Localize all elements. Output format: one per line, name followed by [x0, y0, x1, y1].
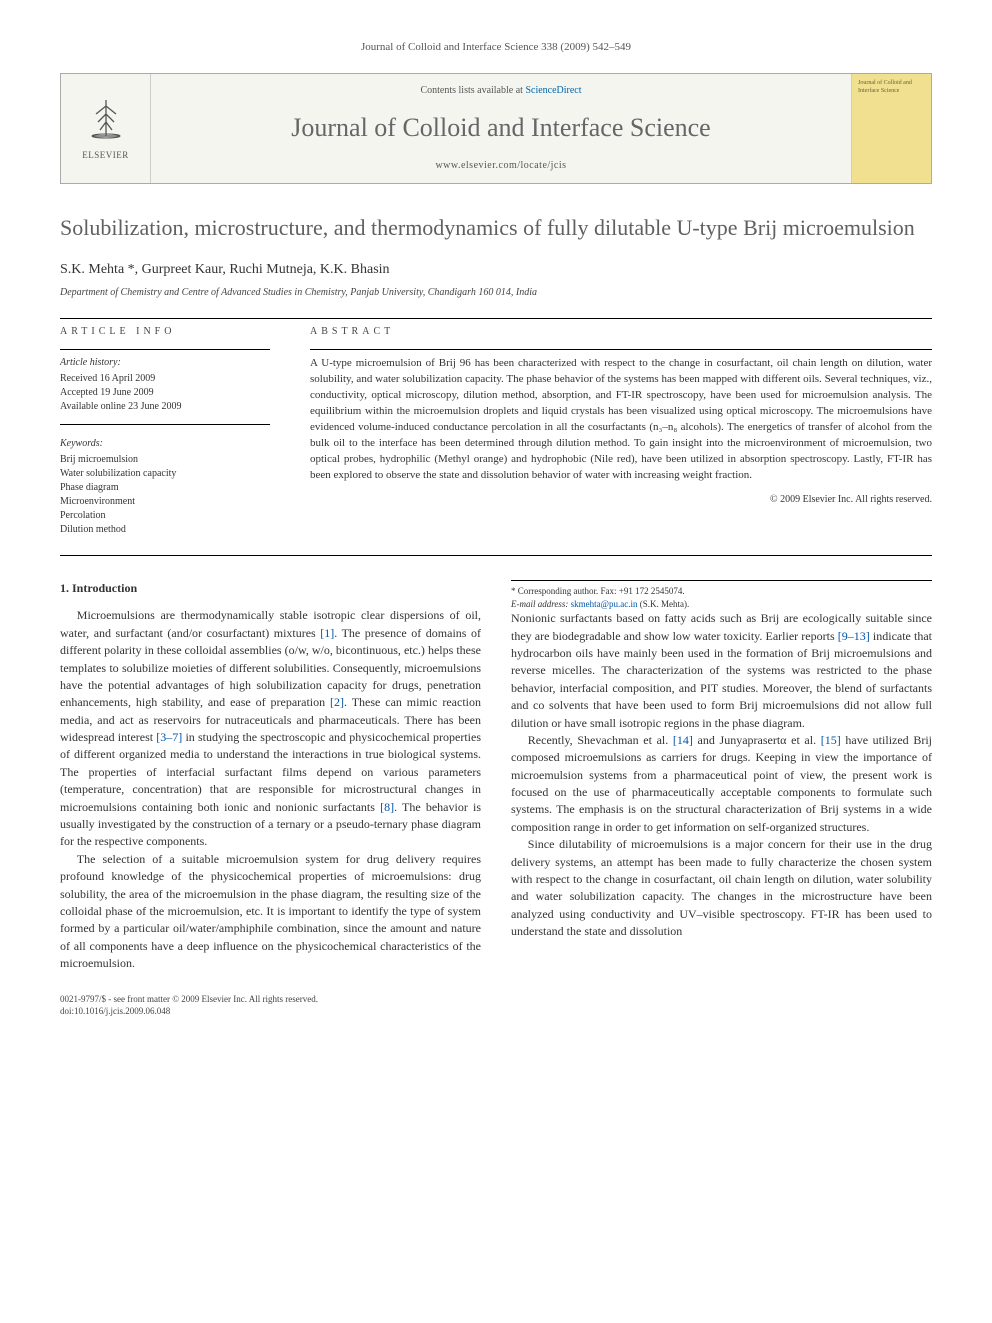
article-title: Solubilization, microstructure, and ther… — [60, 214, 932, 243]
footnotes-block: * Corresponding author. Fax: +91 172 254… — [511, 580, 932, 610]
keyword: Microenvironment — [60, 495, 270, 509]
rule-info-1 — [60, 349, 270, 350]
body-columns: 1. Introduction Microemulsions are therm… — [60, 580, 932, 973]
body-paragraph: Recently, Shevachman et al. [14] and Jun… — [511, 732, 932, 836]
running-header: Journal of Colloid and Interface Science… — [60, 40, 932, 55]
author-email-link[interactable]: skmehta@pu.ac.in — [571, 599, 638, 609]
rule-top — [60, 318, 932, 319]
abstract-copyright: © 2009 Elsevier Inc. All rights reserved… — [310, 493, 932, 507]
body-paragraph: Nonionic surfactants based on fatty acid… — [511, 610, 932, 732]
history-label: Article history: — [60, 356, 270, 370]
publisher-name: ELSEVIER — [82, 149, 129, 162]
keyword: Percolation — [60, 509, 270, 523]
body-paragraph: Microemulsions are thermodynamically sta… — [60, 607, 481, 850]
masthead-center: Contents lists available at ScienceDirec… — [151, 74, 851, 182]
rule-info-2 — [60, 424, 270, 425]
accepted-date: Accepted 19 June 2009 — [60, 386, 270, 400]
cover-thumb-text: Journal of Colloid and Interface Science — [858, 80, 925, 94]
keyword: Phase diagram — [60, 481, 270, 495]
body-paragraph: Since dilutability of microemulsions is … — [511, 836, 932, 940]
email-suffix: (S.K. Mehta). — [640, 599, 690, 609]
email-line: E-mail address: skmehta@pu.ac.in (S.K. M… — [511, 598, 932, 611]
corresponding-author-note: * Corresponding author. Fax: +91 172 254… — [511, 585, 932, 598]
abstract-heading: ABSTRACT — [310, 325, 932, 339]
contents-prefix: Contents lists available at — [420, 85, 525, 96]
received-date: Received 16 April 2009 — [60, 372, 270, 386]
author-list: S.K. Mehta *, Gurpreet Kaur, Ruchi Mutne… — [60, 260, 932, 280]
publisher-logo-block: ELSEVIER — [61, 74, 151, 182]
elsevier-tree-icon — [86, 96, 126, 145]
journal-masthead: ELSEVIER Contents lists available at Sci… — [60, 73, 932, 183]
journal-cover-thumbnail: Journal of Colloid and Interface Science — [851, 74, 931, 182]
online-date: Available online 23 June 2009 — [60, 400, 270, 414]
section-1-heading: 1. Introduction — [60, 580, 481, 597]
journal-name: Journal of Colloid and Interface Science — [171, 110, 831, 146]
footer-doi: doi:10.1016/j.jcis.2009.06.048 — [60, 1005, 932, 1018]
footer-copyright: 0021-9797/$ - see front matter © 2009 El… — [60, 993, 932, 1006]
rule-after-abstract — [60, 555, 932, 556]
keyword: Water solubilization capacity — [60, 467, 270, 481]
sciencedirect-link[interactable]: ScienceDirect — [525, 85, 581, 96]
email-label: E-mail address: — [511, 599, 568, 609]
article-info-left: ARTICLE INFO Article history: Received 1… — [60, 325, 270, 537]
keywords-label: Keywords: — [60, 437, 270, 451]
keyword: Brij microemulsion — [60, 453, 270, 467]
contents-available-line: Contents lists available at ScienceDirec… — [171, 84, 831, 98]
article-info-heading: ARTICLE INFO — [60, 325, 270, 339]
abstract-block: ABSTRACT A U-type microemulsion of Brij … — [310, 325, 932, 537]
journal-homepage[interactable]: www.elsevier.com/locate/jcis — [171, 159, 831, 173]
article-info-block: ARTICLE INFO Article history: Received 1… — [60, 325, 932, 537]
affiliation: Department of Chemistry and Centre of Ad… — [60, 286, 932, 300]
body-paragraph: The selection of a suitable microemulsio… — [60, 851, 481, 973]
abstract-text: A U-type microemulsion of Brij 96 has be… — [310, 356, 932, 484]
keyword: Dilution method — [60, 523, 270, 537]
page-footer: 0021-9797/$ - see front matter © 2009 El… — [60, 993, 932, 1018]
rule-abs-1 — [310, 349, 932, 350]
